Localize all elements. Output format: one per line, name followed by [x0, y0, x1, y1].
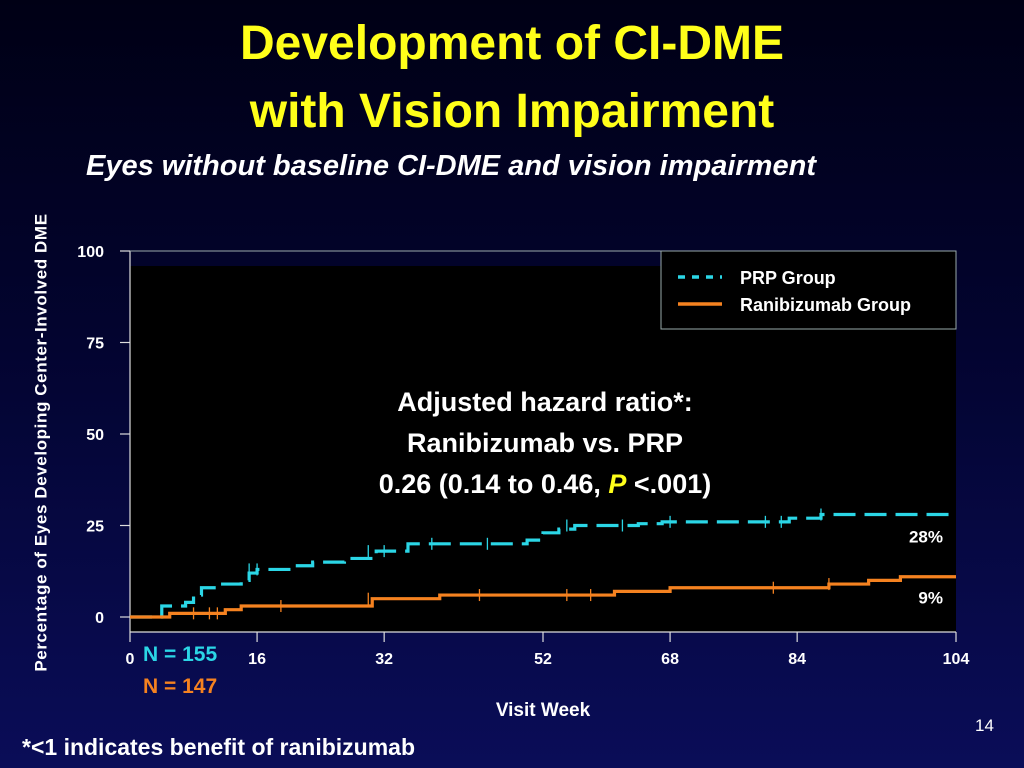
ranibizumab-legend-label: Ranibizumab Group — [740, 295, 911, 315]
subtitle: Eyes without baseline CI-DME and vision … — [86, 150, 816, 182]
x-axis: 0 16 32 52 68 84 104 — [126, 631, 970, 668]
y-axis: 0 25 50 75 100 — [77, 244, 956, 632]
annotation-p-value: <.001 — [626, 469, 703, 499]
x-tick-label: 68 — [661, 651, 679, 668]
prp-end-label: 28% — [909, 528, 943, 547]
y-tick-label: 100 — [77, 244, 104, 261]
y-tick-label: 50 — [86, 427, 104, 444]
hazard-ratio-annotation: Adjusted hazard ratio*: Ranibizumab vs. … — [300, 382, 790, 505]
legend: PRP Group Ranibizumab Group — [660, 250, 957, 330]
ranibizumab-end-label: 9% — [918, 589, 943, 608]
x-tick-label: 32 — [375, 651, 393, 668]
x-tick-label: 16 — [248, 651, 266, 668]
x-tick-label: 104 — [943, 651, 970, 668]
annotation-line-2: Ranibizumab vs. PRP — [406, 428, 684, 458]
title-line-1: Development of CI-DME — [239, 17, 785, 70]
y-axis-label: Percentage of Eyes Developing Center-Inv… — [31, 213, 51, 672]
ranibizumab-series-line — [130, 575, 956, 619]
annotation-hr: 0.26 (0.14 to 0.46, — [378, 469, 609, 499]
legend-box — [660, 250, 957, 330]
y-tick-label: 75 — [86, 336, 104, 353]
annotation-p-symbol: P — [608, 469, 627, 499]
annotation-line-3: 0.26 (0.14 to 0.46, P <.001) — [300, 464, 790, 505]
title-line-2: with Vision Impairment — [249, 85, 775, 138]
prp-legend-label: PRP Group — [740, 268, 836, 288]
x-tick-label: 84 — [788, 651, 806, 668]
y-tick-label: 25 — [86, 519, 104, 536]
x-tick-label: 0 — [126, 651, 135, 668]
page-number: 14 — [975, 716, 994, 735]
y-tick-label: 0 — [95, 610, 104, 627]
prp-series-line — [130, 512, 956, 619]
x-axis-label: Visit Week — [496, 700, 591, 721]
n-prp-label: N = 155 — [143, 643, 218, 666]
annotation-line-1: Adjusted hazard ratio*: — [397, 387, 693, 417]
annotation-close-paren: ) — [702, 469, 712, 499]
x-tick-label: 52 — [534, 651, 552, 668]
n-ranibizumab-label: N = 147 — [143, 675, 218, 698]
series-layer: 28% 9% — [130, 508, 956, 620]
footnote: *<1 indicates benefit of ranibizumab — [22, 734, 415, 760]
